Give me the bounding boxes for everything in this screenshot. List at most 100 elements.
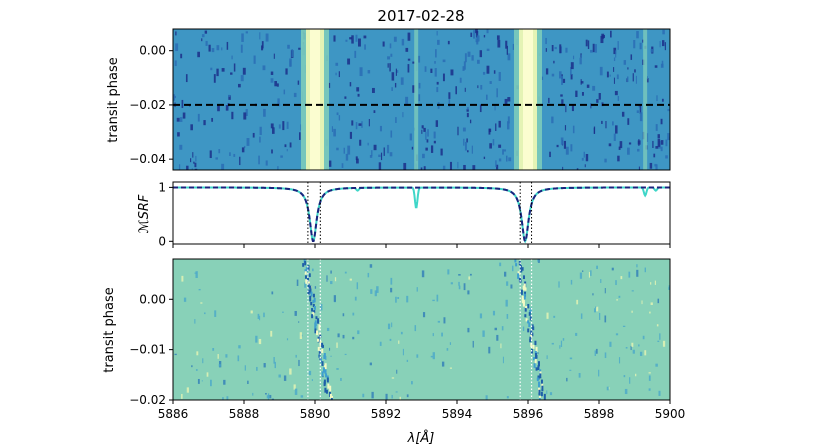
heatmap-cell [631, 290, 634, 292]
heatmap-cell [596, 265, 598, 270]
heatmap-cell [387, 323, 391, 330]
heatmap-cell [293, 384, 296, 390]
heatmap-cell [349, 278, 352, 281]
heatmap-cell [493, 70, 496, 74]
heatmap-cell [174, 353, 177, 356]
panel-3-xtick-label: 5896 [513, 407, 544, 421]
heatmap-cell [298, 359, 300, 367]
heatmap-cell [257, 313, 260, 319]
trail-cell [534, 359, 537, 364]
heatmap-cell [546, 355, 548, 360]
heatmap-cell [655, 146, 659, 149]
heatmap-cell [505, 299, 508, 307]
heatmap-cell [559, 71, 562, 79]
heatmap-cell [660, 118, 663, 125]
heatmap-cell [378, 154, 381, 158]
heatmap-cell [420, 167, 423, 170]
heatmap-cell [665, 155, 668, 159]
trail-cell [527, 320, 530, 324]
trail-cell [533, 363, 536, 368]
heatmap-cell [604, 352, 607, 359]
heatmap-cell [612, 121, 614, 126]
heatmap-cell [653, 153, 656, 158]
heatmap-cell [430, 145, 434, 153]
heatmap-cell [593, 308, 597, 313]
trail-cell [525, 318, 528, 322]
heatmap-cell [467, 51, 471, 57]
heatmap-cell [559, 44, 562, 54]
heatmap-cell [459, 77, 462, 83]
heatmap-cell [354, 296, 357, 301]
heatmap-cell [196, 351, 199, 356]
heatmap-cell [308, 370, 312, 376]
trail-cell [529, 338, 532, 343]
heatmap-cell [604, 158, 607, 163]
heatmap-cell [214, 310, 217, 317]
heatmap-cell [286, 148, 288, 152]
trail-cell [519, 265, 522, 270]
heatmap-cell [182, 112, 186, 119]
heatmap-cell [606, 71, 609, 78]
heatmap-cell [286, 121, 289, 129]
heatmap-cell [448, 99, 451, 107]
panel-3-y-ticks: 0.00 −0.01 −0.02 [129, 292, 173, 407]
heatmap-cell [565, 146, 569, 155]
trail-cell [316, 338, 319, 342]
heatmap-cell [299, 132, 301, 140]
panel-3-xtick-label: 5886 [158, 407, 189, 421]
heatmap-cell [563, 140, 567, 149]
heatmap-cell [237, 355, 240, 362]
trail-cell [536, 377, 539, 382]
heatmap-cell [553, 315, 556, 318]
trail-cell [325, 389, 328, 394]
heatmap-cell [391, 394, 393, 399]
trail-cell [307, 281, 310, 285]
heatmap-cell [321, 375, 324, 378]
heatmap-cell [274, 361, 276, 369]
heatmap-cell [291, 49, 294, 57]
heatmap-cell [423, 127, 426, 132]
heatmap-cell [186, 387, 189, 393]
heatmap-cell [507, 97, 511, 102]
panel-2-frame [172, 181, 671, 245]
heatmap-cell [508, 157, 512, 162]
heatmap-cell [367, 70, 371, 74]
trail-cell [321, 344, 324, 348]
heatmap-cell [655, 363, 658, 367]
heatmap-cell [344, 353, 347, 356]
heatmap-cell [210, 379, 212, 387]
heatmap-cell [442, 73, 445, 82]
heatmap-cell [658, 390, 661, 396]
heatmap-cell [434, 68, 437, 77]
heatmap-cell [326, 327, 330, 332]
heatmap-cell [613, 77, 615, 84]
heatmap-cell [259, 136, 261, 143]
trail-cell [541, 385, 544, 392]
heatmap-cell [192, 152, 194, 158]
heatmap-cell [391, 87, 393, 91]
panel-1-frame [172, 28, 671, 171]
heatmap-cell [358, 123, 362, 126]
trail-cell [314, 322, 317, 329]
panel-3-xtick-label: 5898 [584, 407, 615, 421]
heatmap-cell [617, 41, 619, 50]
panel-3-ytick-label: 0.00 [139, 292, 166, 306]
heatmap-cell [252, 132, 255, 138]
heatmap-cell [197, 113, 200, 122]
trail-cell [525, 306, 528, 310]
heatmap-cell [506, 45, 508, 55]
heatmap-cell [602, 35, 605, 38]
heatmap-cell [613, 57, 616, 62]
trail-cell [324, 369, 327, 375]
trail-cell [306, 277, 309, 282]
trail-cell [515, 263, 518, 267]
heatmap-cell [512, 265, 514, 272]
heatmap-cell [204, 312, 206, 315]
heatmap-cell [582, 270, 584, 272]
heatmap-cell [293, 92, 297, 98]
heatmap-cell [601, 120, 603, 124]
heatmap-cell [311, 379, 313, 381]
heatmap-cell [654, 163, 657, 167]
trail-cell [321, 348, 324, 354]
trail-cell [514, 259, 517, 263]
